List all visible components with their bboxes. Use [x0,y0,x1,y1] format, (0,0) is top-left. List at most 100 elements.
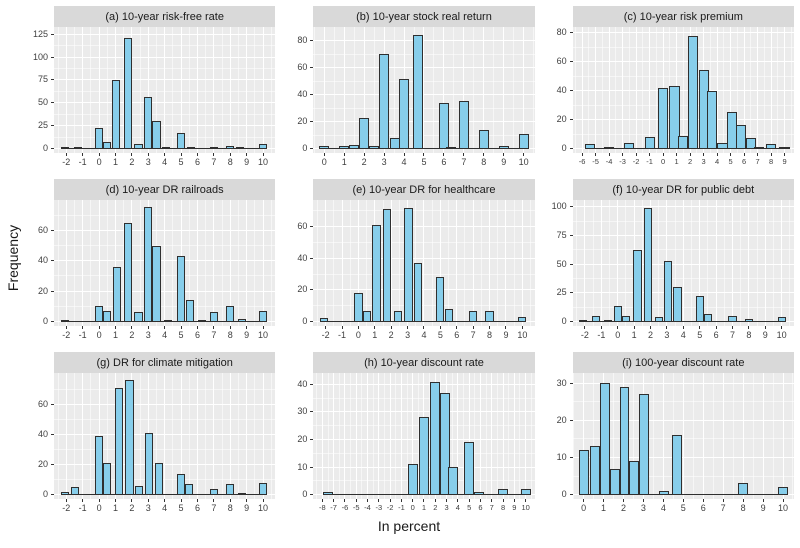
histogram-bar [445,308,454,322]
x-tick-label: -7 [330,503,337,512]
grid-major-h [313,148,535,150]
grid-major-v [246,373,248,499]
grid-minor-v [237,200,239,326]
grid-major-h [313,226,535,228]
grid-minor-v [485,373,487,499]
histogram-bar [604,146,615,149]
grid-minor-v [373,27,375,153]
grid-major-v [595,27,597,153]
panel-e: (e) 10-year DR for healthcare 0 20 40 60 -2 -1… [283,179,535,342]
grid-minor-v [172,200,174,326]
x-tick-mark [423,499,425,502]
grid-major-v [196,27,198,153]
grid-minor-v [270,27,272,153]
histogram-bar [125,380,134,495]
grid-major-h [54,464,276,466]
grid-major-h [572,32,794,34]
histogram-bar [258,482,268,495]
x-tick-mark [374,326,376,329]
grid-major-v [147,27,149,153]
histogram-bar [644,137,655,149]
grid-major-v [521,200,523,326]
panel-h-x-axis: -8 -7 -6 -5 -4 -3 -2 -1 0 1 2 3 4 5 6 7 8 9 10 [313,499,534,515]
y-tick-label: 40 [297,378,308,389]
histogram-bar [226,145,235,149]
histogram-bar [185,484,194,495]
histogram-bar [123,222,132,322]
grid-major-h [572,148,794,150]
x-tick-mark [662,499,664,502]
x-tick-label: 3 [664,330,670,340]
grid-minor-v [429,373,431,499]
y-tick-mark [310,438,314,440]
panel-b-title: (b) 10-year stock real return [313,6,535,27]
histogram-bar [60,491,69,495]
x-tick-label: 1 [674,157,679,166]
grid-major-v [357,200,359,326]
grid-major-v [702,373,704,499]
histogram-bar [339,145,350,149]
grid-minor-v [417,373,419,499]
histogram-bar [103,310,112,322]
histogram-bar [198,319,207,322]
x-tick-mark [584,326,586,329]
grid-minor-v [513,200,515,326]
histogram-bar [226,306,235,322]
x-tick-mark [65,326,67,329]
histogram-bar [152,245,161,322]
x-tick-label: 4 [455,503,460,512]
grid-major-v [479,373,481,499]
x-tick-label: 5 [680,503,686,513]
panel-b-plot [313,27,535,153]
y-tick-label: 60 [556,56,567,67]
grid-major-v [732,200,733,326]
panel-a-title: (a) 10-year risk-free rate [54,6,276,27]
grid-major-h [572,292,794,294]
histogram-bar [399,78,410,149]
x-tick-mark [642,499,644,502]
histogram-bar [643,207,653,322]
x-tick-mark [635,153,637,156]
histogram-bar [498,145,509,149]
x-tick-mark [355,499,357,502]
grid-minor-v [474,373,476,499]
x-tick-label: -2 [386,503,394,512]
grid-minor-v [772,373,774,499]
histogram-bar [464,442,475,495]
grid-major-v [782,373,784,499]
histogram-bar [154,463,163,495]
histogram-bar [379,54,390,149]
grid-major-v [635,27,637,153]
zero-baseline [319,147,529,149]
histogram-bar [144,97,153,149]
y-tick-mark [569,61,573,63]
x-tick-mark [164,153,166,156]
y-tick-mark [569,292,573,294]
grid-major-v [344,373,346,499]
histogram-bar [237,318,246,322]
x-tick-mark [98,499,100,502]
x-tick-mark [722,499,724,502]
grid-major-h [313,411,535,413]
x-tick-mark [525,499,527,502]
x-tick-mark [617,326,619,329]
grid-major-v [617,200,619,326]
x-tick-label: 8 [746,330,752,340]
grid-major-v [390,200,392,326]
grid-major-v [246,200,248,326]
y-tick-label: 60 [37,398,48,409]
panel-i-x-axis: 0 1 2 3 4 5 6 7 8 9 10 [573,499,794,515]
x-tick-mark [764,326,766,329]
y-tick-label: 0 [302,489,308,500]
x-tick-mark [196,153,198,156]
x-tick-mark [423,326,425,329]
y-tick-mark [569,419,573,421]
x-tick-label: 6 [194,330,200,340]
grid-major-v [229,27,231,153]
grid-major-v [762,373,764,499]
x-tick-label: -1 [398,503,405,512]
grid-minor-v [350,373,352,499]
x-tick-label: 1 [421,503,427,512]
y-tick-label: 100 [551,201,567,212]
grid-minor-v [90,27,92,153]
